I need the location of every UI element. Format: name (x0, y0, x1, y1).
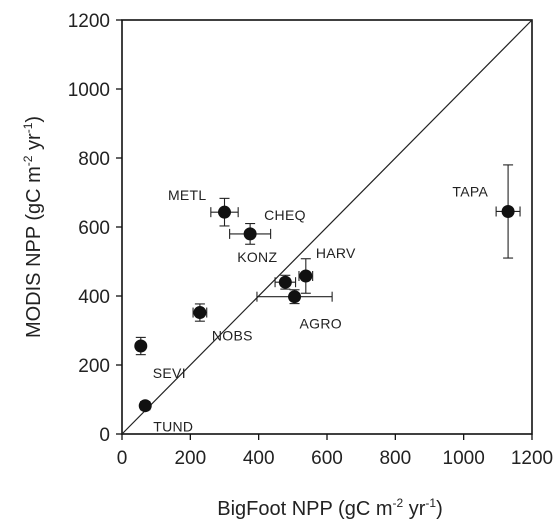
data-point-konz (278, 275, 292, 289)
data-point-agro (288, 290, 302, 304)
point-labels: METL CHEQ KONZ HARV AGRO TAPA NOBS SEVI TUND (153, 183, 488, 435)
data-point-tapa (501, 204, 515, 218)
x-tick-label: 600 (311, 448, 343, 469)
data-point-cheq (243, 227, 257, 241)
y-tick-label: 1200 (68, 11, 110, 32)
x-tick-label: 800 (379, 448, 411, 469)
x-tick-label: 0 (117, 448, 128, 469)
data-point-nobs (193, 306, 207, 320)
point-label-harv: HARV (316, 245, 356, 261)
y-tick-label: 400 (78, 287, 110, 308)
y-tick-label: 800 (78, 149, 110, 170)
point-label-konz: KONZ (237, 249, 277, 265)
point-label-nobs: NOBS (212, 328, 253, 344)
one-to-one-line (121, 19, 533, 435)
y-axis-title: MODIS NPP (gC m-2 yr-1) (21, 116, 45, 338)
y-tick-label: 1000 (68, 80, 110, 101)
x-tick-label: 200 (174, 448, 206, 469)
x-axis: 0 200 400 600 800 1000 1200 (117, 434, 553, 469)
data-point-sevi (134, 339, 148, 353)
data-point-tund (138, 399, 152, 413)
point-label-sevi: SEVI (153, 365, 186, 381)
y-axis: 0 200 400 600 800 1000 1200 (68, 11, 122, 446)
point-label-metl: METL (168, 187, 207, 203)
point-label-cheq: CHEQ (264, 207, 306, 223)
y-tick-label: 0 (99, 425, 110, 446)
point-label-agro: AGRO (300, 316, 342, 332)
x-tick-label: 1000 (443, 448, 485, 469)
y-tick-label: 600 (78, 218, 110, 239)
x-tick-label: 1200 (511, 448, 553, 469)
point-label-tapa: TAPA (452, 183, 488, 199)
data-points (134, 204, 515, 413)
data-point-metl (218, 205, 231, 219)
x-axis-title: BigFoot NPP (gC m-2 yr-1) (217, 496, 442, 520)
y-tick-label: 200 (78, 356, 110, 377)
point-label-tund: TUND (153, 419, 193, 435)
data-point-harv (299, 269, 313, 283)
x-tick-label: 400 (243, 448, 275, 469)
